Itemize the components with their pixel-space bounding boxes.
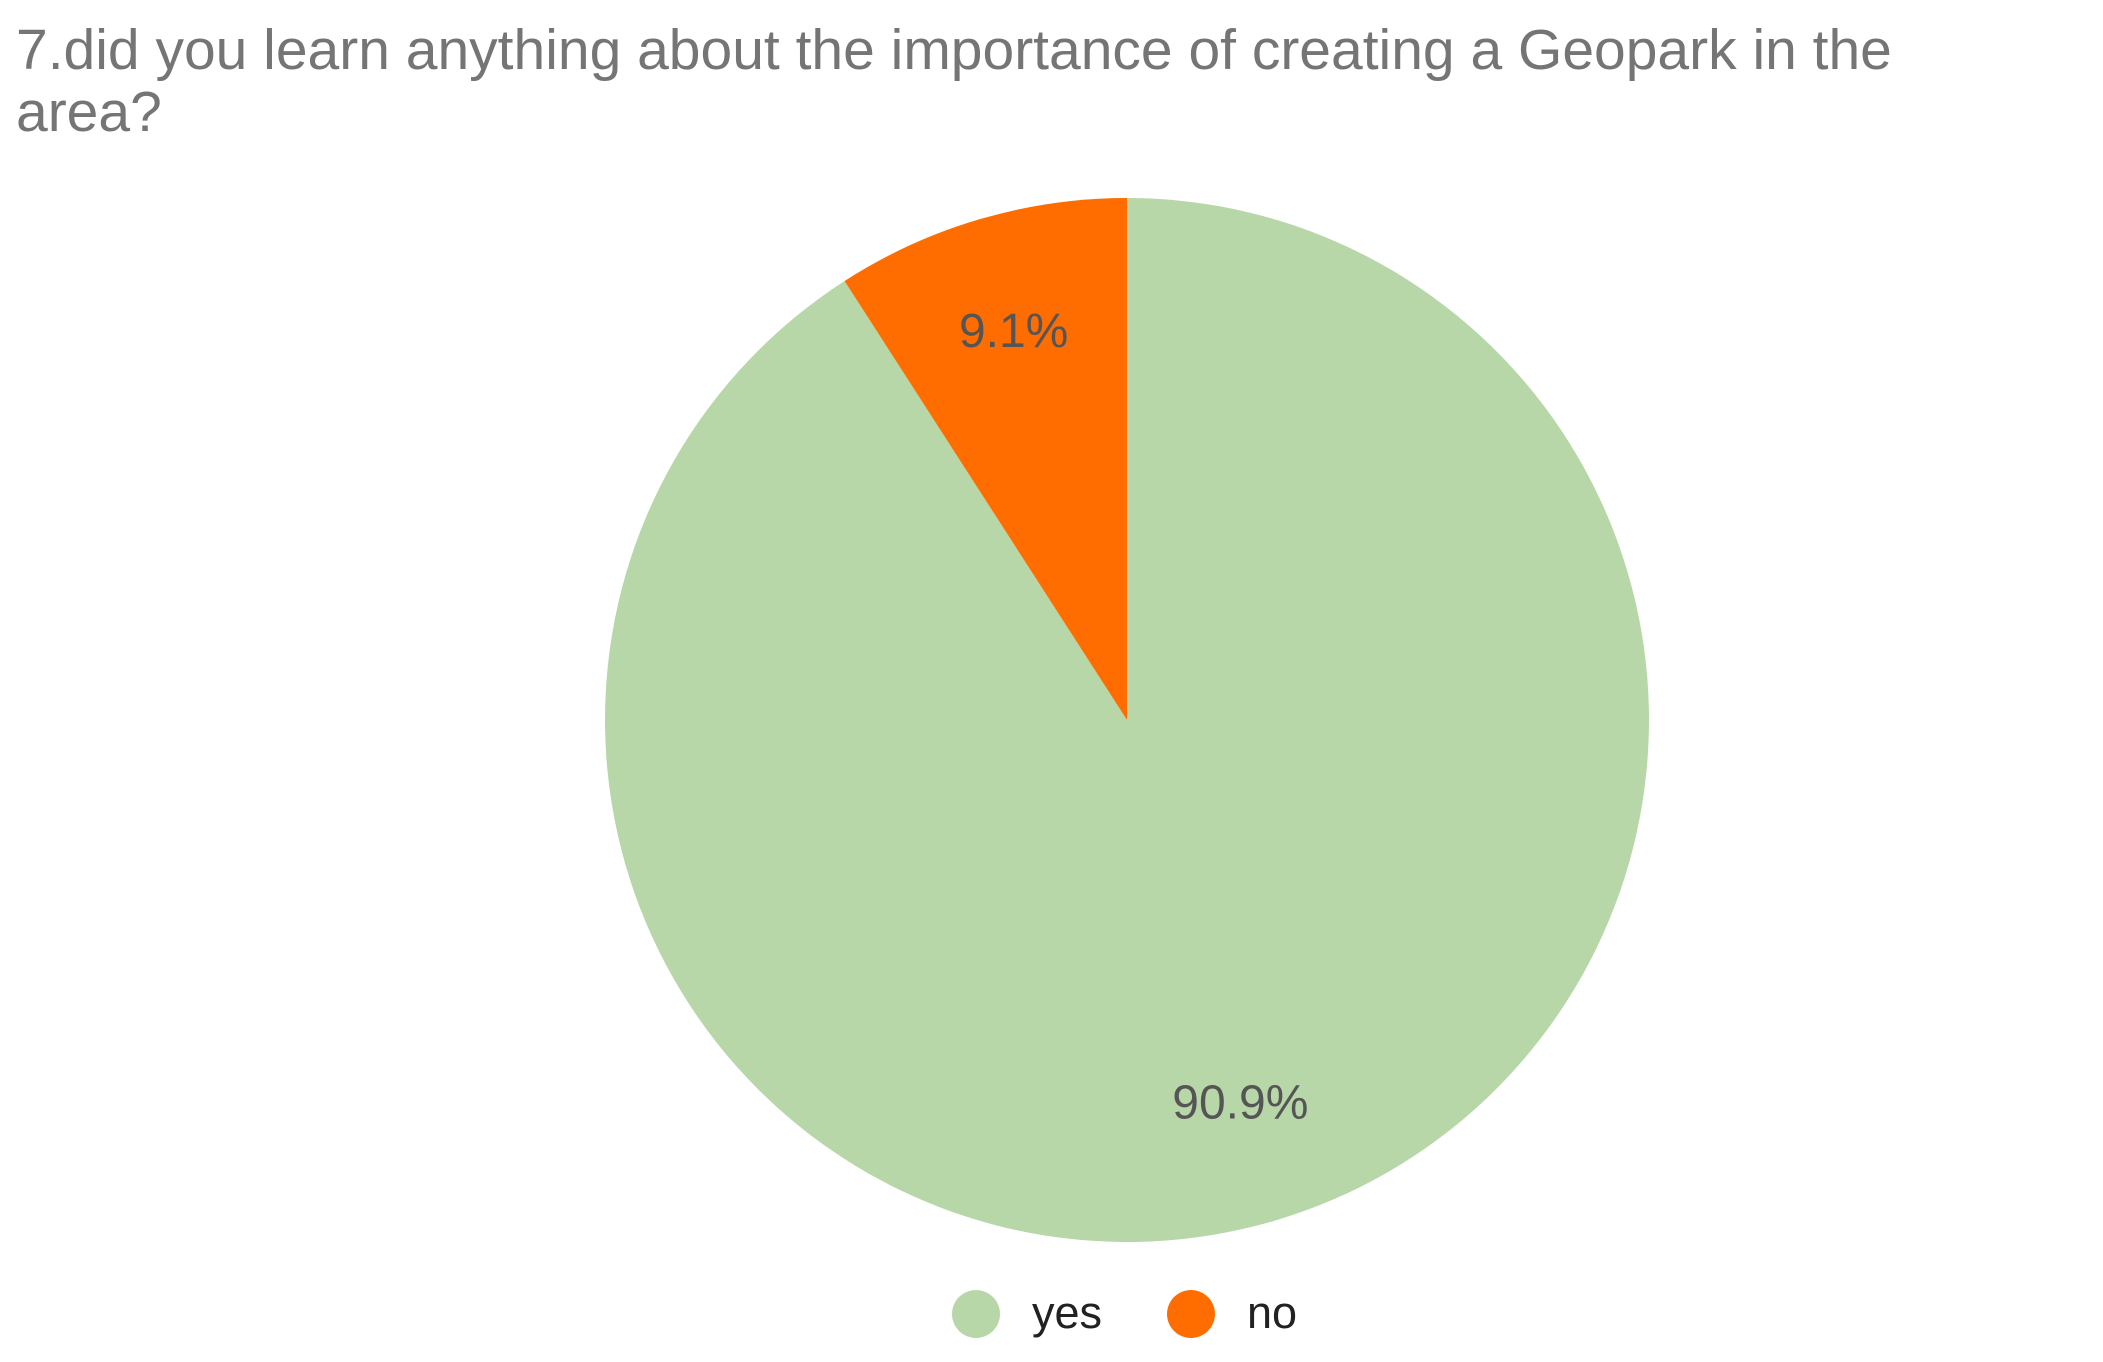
title-line: area? <box>16 80 162 144</box>
data-label: 9.1% <box>959 305 1068 358</box>
legend: yes no <box>952 1287 1297 1338</box>
pie-slice <box>604 198 1649 1243</box>
pie-slice <box>844 198 1127 720</box>
legend-swatch <box>952 1290 1000 1338</box>
data-labels: 90.9% 9.1% <box>959 305 1308 1129</box>
data-label: 90.9% <box>1172 1076 1308 1129</box>
title-line: 7.did you learn anything about the impor… <box>16 18 1892 82</box>
chart-title: 7.did you learn anything about the impor… <box>16 18 1892 144</box>
legend-swatch <box>1167 1290 1215 1338</box>
legend-label: yes <box>1032 1287 1102 1338</box>
legend-label: no <box>1247 1287 1297 1338</box>
pie <box>604 198 1649 1243</box>
